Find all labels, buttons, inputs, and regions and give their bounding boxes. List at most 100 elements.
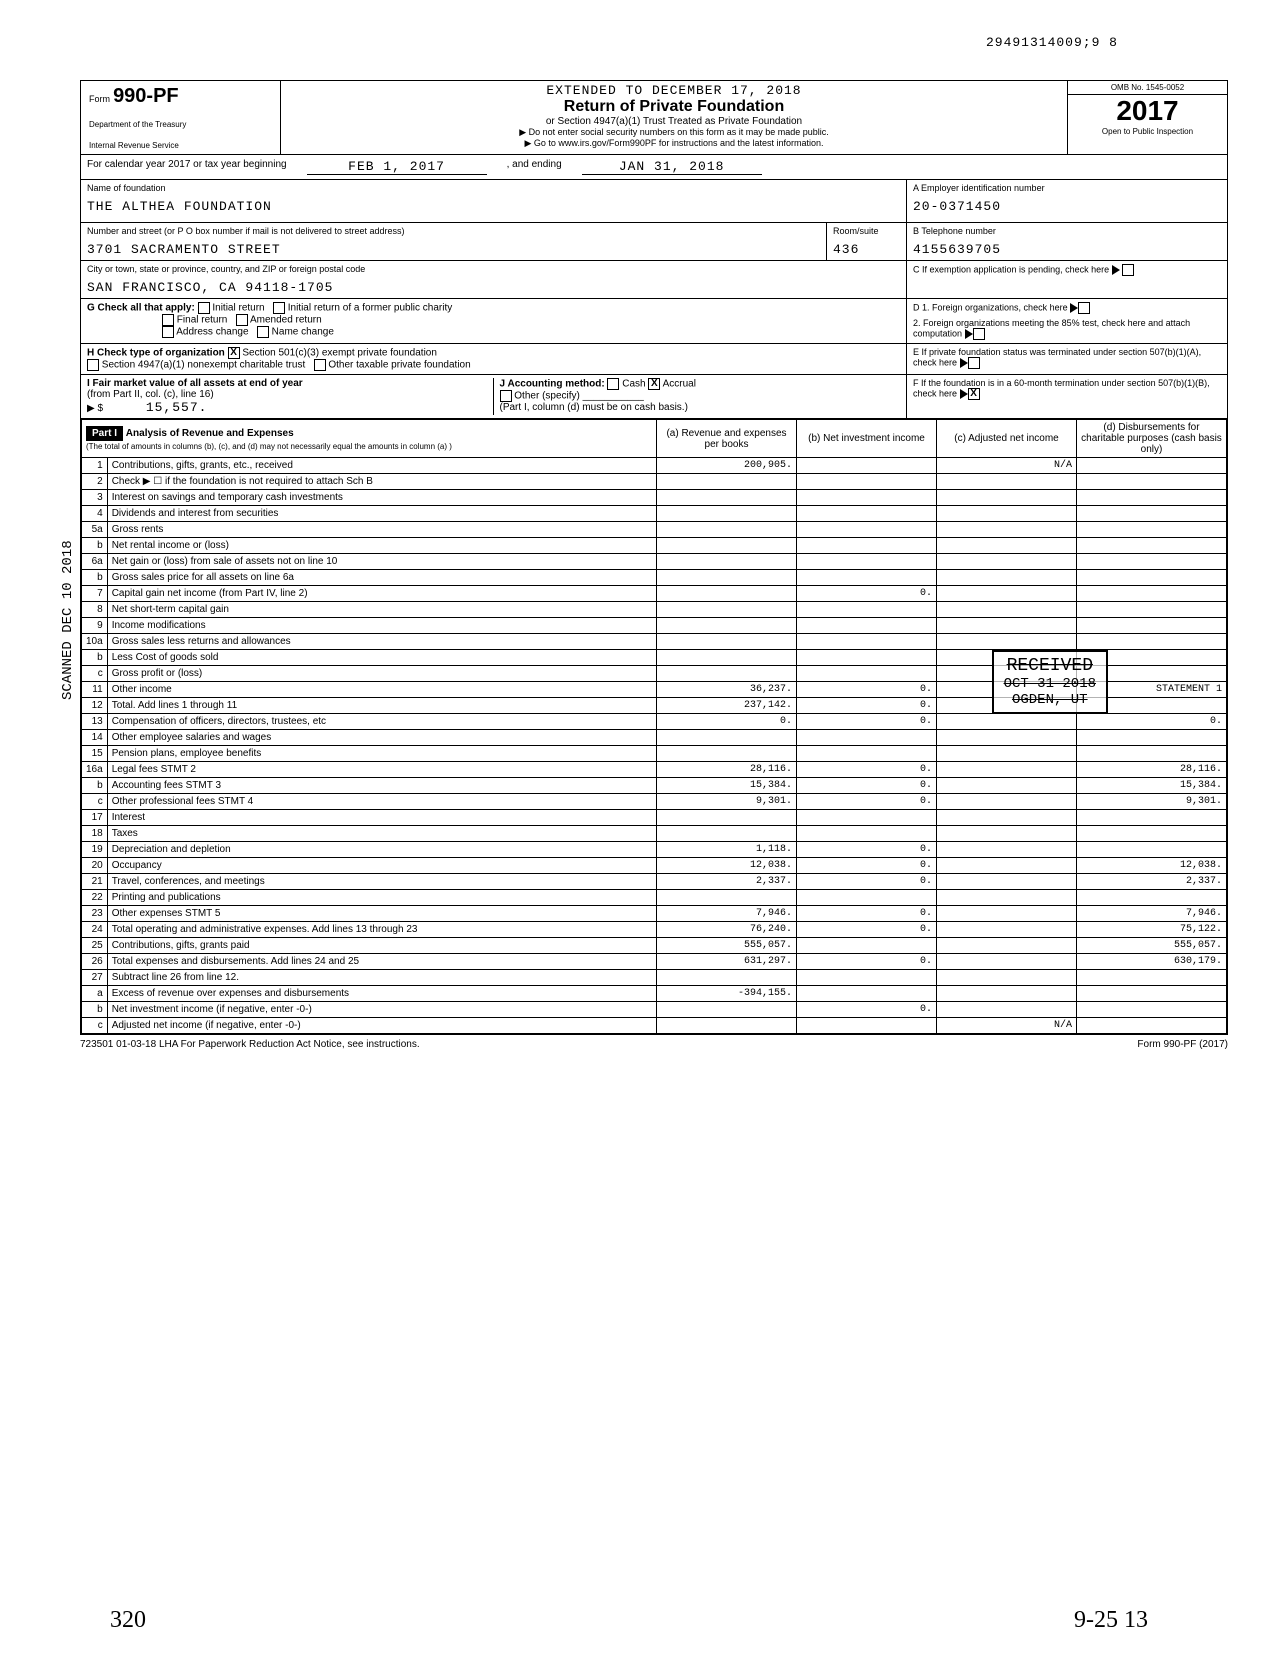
scanned-stamp: SCANNED DEC 10 2018 — [60, 540, 76, 700]
col-b-val — [797, 506, 937, 522]
h-check-other[interactable] — [314, 359, 326, 371]
col-b-val — [797, 602, 937, 618]
table-row: 22Printing and publications — [82, 890, 1227, 906]
line-num: 12 — [82, 698, 108, 714]
h-check-501c3[interactable]: X — [228, 347, 240, 359]
line-num: 4 — [82, 506, 108, 522]
g-check-address[interactable] — [162, 326, 174, 338]
col-a-val — [657, 490, 797, 506]
line-num: 6a — [82, 554, 108, 570]
col-c-val — [937, 778, 1077, 794]
line-label: Other expenses STMT 5 — [107, 906, 656, 922]
line-label: Total operating and administrative expen… — [107, 922, 656, 938]
line-label: Adjusted net income (if negative, enter … — [107, 1018, 656, 1034]
col-d-val — [1077, 746, 1227, 762]
line-num: 10a — [82, 634, 108, 650]
g-opt-4: Amended return — [250, 315, 322, 326]
e-checkbox[interactable] — [968, 357, 980, 369]
col-a-val — [657, 1018, 797, 1034]
col-c-val — [937, 618, 1077, 634]
line-label: Gross rents — [107, 522, 656, 538]
col-c-val — [937, 586, 1077, 602]
col-b-val — [797, 634, 937, 650]
line-label: Net rental income or (loss) — [107, 538, 656, 554]
col-c-val — [937, 810, 1077, 826]
col-d-val: 2,337. — [1077, 874, 1227, 890]
col-c-val — [937, 890, 1077, 906]
line-num: 1 — [82, 458, 108, 474]
line-num: 19 — [82, 842, 108, 858]
line-num: 2 — [82, 474, 108, 490]
col-c-val — [937, 602, 1077, 618]
table-row: 16aLegal fees STMT 228,116.0.28,116. — [82, 762, 1227, 778]
col-b-val — [797, 538, 937, 554]
c-checkbox[interactable] — [1122, 264, 1134, 276]
line-label: Other income — [107, 682, 656, 698]
i-sub: (from Part II, col. (c), line 16) — [87, 389, 214, 400]
j-check-cash[interactable] — [607, 378, 619, 390]
dln-number: 29491314009;9 8 — [986, 35, 1118, 50]
col-d-val — [1077, 522, 1227, 538]
line-num: 27 — [82, 970, 108, 986]
street-label: Number and street (or P O box number if … — [81, 223, 826, 239]
col-a-val — [657, 890, 797, 906]
line-num: 15 — [82, 746, 108, 762]
line-label: Gross profit or (loss) — [107, 666, 656, 682]
g-check-name[interactable] — [257, 326, 269, 338]
table-row: bNet rental income or (loss) — [82, 538, 1227, 554]
line-num: 25 — [82, 938, 108, 954]
col-c-val — [937, 474, 1077, 490]
j-check-other[interactable] — [500, 390, 512, 402]
d2-checkbox[interactable] — [973, 328, 985, 340]
d1-checkbox[interactable] — [1078, 302, 1090, 314]
col-c-val — [937, 490, 1077, 506]
j-check-accrual[interactable]: X — [648, 378, 660, 390]
ein-label: A Employer identification number — [907, 180, 1227, 196]
j-label: J Accounting method: — [500, 379, 605, 390]
col-a-val — [657, 634, 797, 650]
col-d-val — [1077, 490, 1227, 506]
part1-badge: Part I — [86, 426, 123, 441]
room-label: Room/suite — [827, 223, 906, 239]
i-value: 15,557. — [146, 400, 208, 415]
c-block: C If exemption application is pending, c… — [907, 261, 1227, 298]
col-d-val — [1077, 474, 1227, 490]
f-checkbox[interactable]: X — [968, 388, 980, 400]
line-num: 24 — [82, 922, 108, 938]
col-c-val — [937, 826, 1077, 842]
line-num: c — [82, 794, 108, 810]
line-label: Contributions, gifts, grants paid — [107, 938, 656, 954]
name-block: Name of foundation THE ALTHEA FOUNDATION — [81, 180, 907, 222]
col-c-val — [937, 554, 1077, 570]
table-row: 24Total operating and administrative exp… — [82, 922, 1227, 938]
table-row: 8Net short-term capital gain — [82, 602, 1227, 618]
section-h: H Check type of organization X Section 5… — [81, 344, 907, 374]
line-label: Depreciation and depletion — [107, 842, 656, 858]
ein-block: A Employer identification number 20-0371… — [907, 180, 1227, 222]
g-d-row: G Check all that apply: Initial return I… — [81, 299, 1227, 344]
g-check-former[interactable] — [273, 302, 285, 314]
line-num: 23 — [82, 906, 108, 922]
line-label: Total. Add lines 1 through 11 — [107, 698, 656, 714]
j-note: (Part I, column (d) must be on cash basi… — [500, 402, 688, 413]
table-row: 9Income modifications — [82, 618, 1227, 634]
h-opt-2: Section 4947(a)(1) nonexempt charitable … — [102, 360, 305, 371]
line-label: Excess of revenue over expenses and disb… — [107, 986, 656, 1002]
g-check-final[interactable] — [162, 314, 174, 326]
footer-left: 723501 01-03-18 LHA For Paperwork Reduct… — [80, 1039, 420, 1050]
col-b-val — [797, 970, 937, 986]
col-c-val — [937, 954, 1077, 970]
col-b-val — [797, 938, 937, 954]
table-row: 3Interest on savings and temporary cash … — [82, 490, 1227, 506]
table-row: 19Depreciation and depletion1,118.0. — [82, 842, 1227, 858]
col-a-val: 0. — [657, 714, 797, 730]
line-label: Gross sales price for all assets on line… — [107, 570, 656, 586]
year-box: OMB No. 1545-0052 2017 Open to Public In… — [1067, 81, 1227, 154]
line-num: b — [82, 650, 108, 666]
h-check-4947[interactable] — [87, 359, 99, 371]
col-b-val — [797, 890, 937, 906]
g-check-amended[interactable] — [236, 314, 248, 326]
g-check-initial[interactable] — [198, 302, 210, 314]
col-a-val: 7,946. — [657, 906, 797, 922]
line-num: 22 — [82, 890, 108, 906]
